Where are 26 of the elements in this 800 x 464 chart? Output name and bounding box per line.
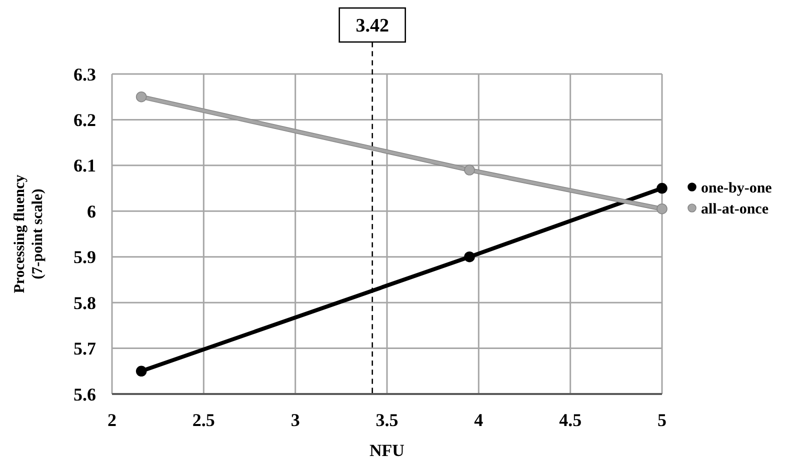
x-tick-label: 3.5 [376, 410, 398, 430]
x-tick-label: 2 [108, 410, 116, 430]
ref-line-label: 3.42 [356, 16, 389, 37]
x-tick-label: 5 [658, 410, 666, 430]
legend-label: one-by-one [701, 180, 772, 196]
y-tick-label: 6 [87, 201, 96, 222]
x-tick-label: 2.5 [192, 410, 215, 430]
y-tick-label: 6.1 [74, 156, 96, 176]
y-axis-title: Processing fluency (7-point scale) [12, 174, 46, 294]
y-tick-label: 6.2 [74, 110, 96, 130]
point [656, 182, 668, 194]
x-tick-label: 4.5 [559, 410, 582, 430]
x-axis-title: NFU [370, 441, 404, 460]
y-tick-label: 5.7 [74, 338, 96, 359]
y-tick-label: 5.6 [74, 384, 96, 404]
y-tick-label: 6.3 [74, 64, 96, 84]
y-tick-label: 5.8 [74, 292, 96, 313]
x-tick-label: 3 [290, 410, 300, 430]
point [136, 366, 147, 377]
y-tick-label: 5.9 [74, 247, 96, 268]
point [464, 164, 475, 176]
point [136, 91, 147, 102]
point [464, 251, 475, 262]
x-tick-label: 4 [474, 410, 484, 430]
point [656, 203, 668, 214]
legend-label: all-at-once [701, 201, 769, 218]
